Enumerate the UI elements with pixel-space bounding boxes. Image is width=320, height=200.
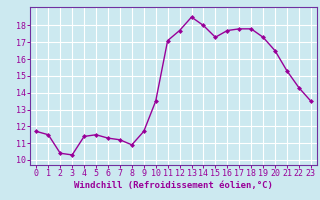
X-axis label: Windchill (Refroidissement éolien,°C): Windchill (Refroidissement éolien,°C): [74, 181, 273, 190]
